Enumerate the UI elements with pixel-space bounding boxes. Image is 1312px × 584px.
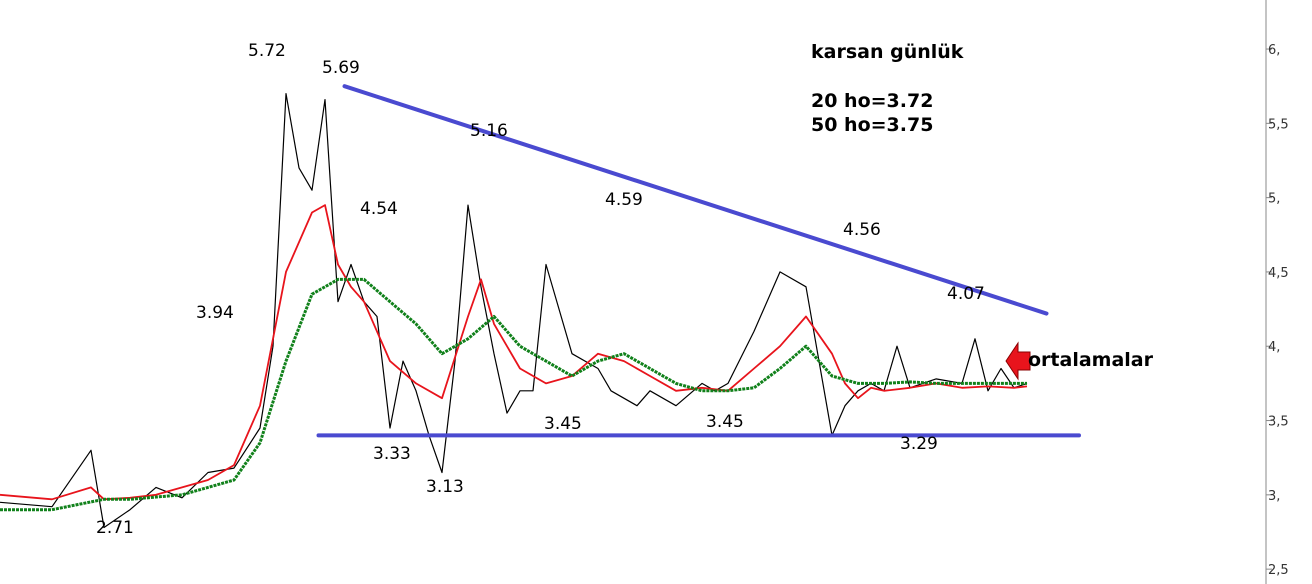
arrow-label: ortalamalar: [1028, 349, 1154, 371]
trendline-upper: [342, 84, 1049, 316]
y-tick-label: 6,: [1268, 43, 1280, 58]
annotation-3-94: 3.94: [196, 303, 234, 323]
series-layer: [0, 93, 1028, 529]
chart-title: karsan günlük: [811, 41, 964, 63]
note-20-ho: 20 ho=3.72: [811, 90, 933, 112]
annotation-high-3: 5.16: [470, 121, 508, 141]
y-tick-label: 4,: [1268, 340, 1280, 355]
y-tick-label: 3,: [1268, 489, 1280, 504]
annotation-low-4: 3.45: [706, 412, 744, 432]
y-axis-ticks: 2,5 3, 3,5 4, 4,5 5, 5,5 6,: [1266, 43, 1289, 578]
annotation-high-1: 5.72: [248, 41, 286, 61]
annotation-low-2: 3.13: [426, 477, 464, 497]
series-20-ho: [0, 204, 1028, 501]
y-tick-label: 3,5: [1268, 415, 1289, 430]
annotation-high-2: 5.69: [322, 58, 360, 78]
annotation-low-6: 2.71: [96, 518, 134, 538]
annotation-high-6: 4.07: [947, 284, 985, 304]
annotation-low-3: 3.45: [544, 414, 582, 434]
y-tick-label: 5,: [1268, 192, 1280, 207]
arrow-left-icon: [1005, 341, 1031, 381]
y-tick-label: 5,5: [1268, 117, 1289, 132]
y-tick-label: 2,5: [1268, 563, 1289, 578]
annotation-high-4: 4.59: [605, 190, 643, 210]
y-tick-label: 4,5: [1268, 266, 1289, 281]
trendline-layer: [316, 84, 1081, 438]
annotation-low-5: 3.29: [900, 434, 938, 454]
annotation-4-54: 4.54: [360, 199, 398, 219]
series-price: [0, 93, 1028, 529]
series-50-ho: [0, 277, 1027, 512]
annotation-high-5: 4.56: [843, 220, 881, 240]
note-50-ho: 50 ho=3.75: [811, 114, 933, 136]
annotation-low-1: 3.33: [373, 444, 411, 464]
